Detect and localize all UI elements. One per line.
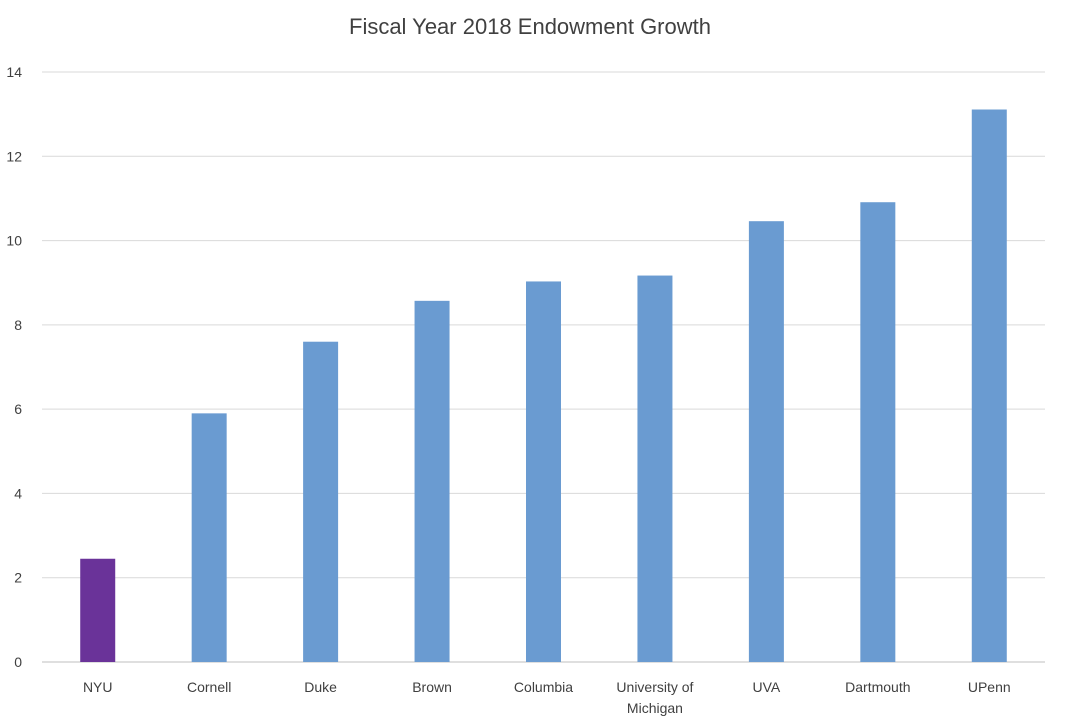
x-category-label: Brown	[412, 679, 452, 695]
bar-university-of-michigan	[637, 275, 673, 662]
bar-nyu	[80, 558, 116, 662]
bar-uva	[748, 221, 784, 662]
bar-cornell	[191, 413, 227, 662]
y-tick-label: 2	[14, 570, 22, 586]
bars	[80, 109, 1007, 662]
bar-columbia	[526, 281, 561, 662]
x-category-label: Dartmouth	[845, 679, 910, 695]
bar-upenn	[971, 109, 1007, 662]
y-tick-label: 0	[14, 654, 22, 670]
x-category-label: University of Michigan	[616, 679, 693, 716]
chart-title: Fiscal Year 2018 Endowment Growth	[349, 14, 711, 39]
x-category-label: UVA	[753, 679, 781, 695]
y-tick-label: 8	[14, 317, 22, 333]
bar-brown	[414, 300, 450, 662]
x-category-label: UPenn	[968, 679, 1011, 695]
x-category-label: NYU	[83, 679, 113, 695]
y-tick-label: 6	[14, 401, 22, 417]
x-category-label: Columbia	[514, 679, 573, 695]
bar-duke	[303, 341, 339, 662]
y-tick-label: 4	[14, 485, 22, 501]
y-tick-label: 12	[6, 148, 22, 164]
x-axis-labels: NYU Cornell Duke Brown Columbia University of…	[83, 679, 1011, 716]
x-category-label: Duke	[304, 679, 337, 695]
y-tick-label: 14	[6, 64, 22, 80]
x-category-label: Cornell	[187, 679, 231, 695]
y-tick-label: 10	[6, 233, 22, 249]
y-axis-ticks: 0 2 4 6 8 10 12 14	[6, 64, 22, 670]
bar-dartmouth	[860, 202, 896, 662]
